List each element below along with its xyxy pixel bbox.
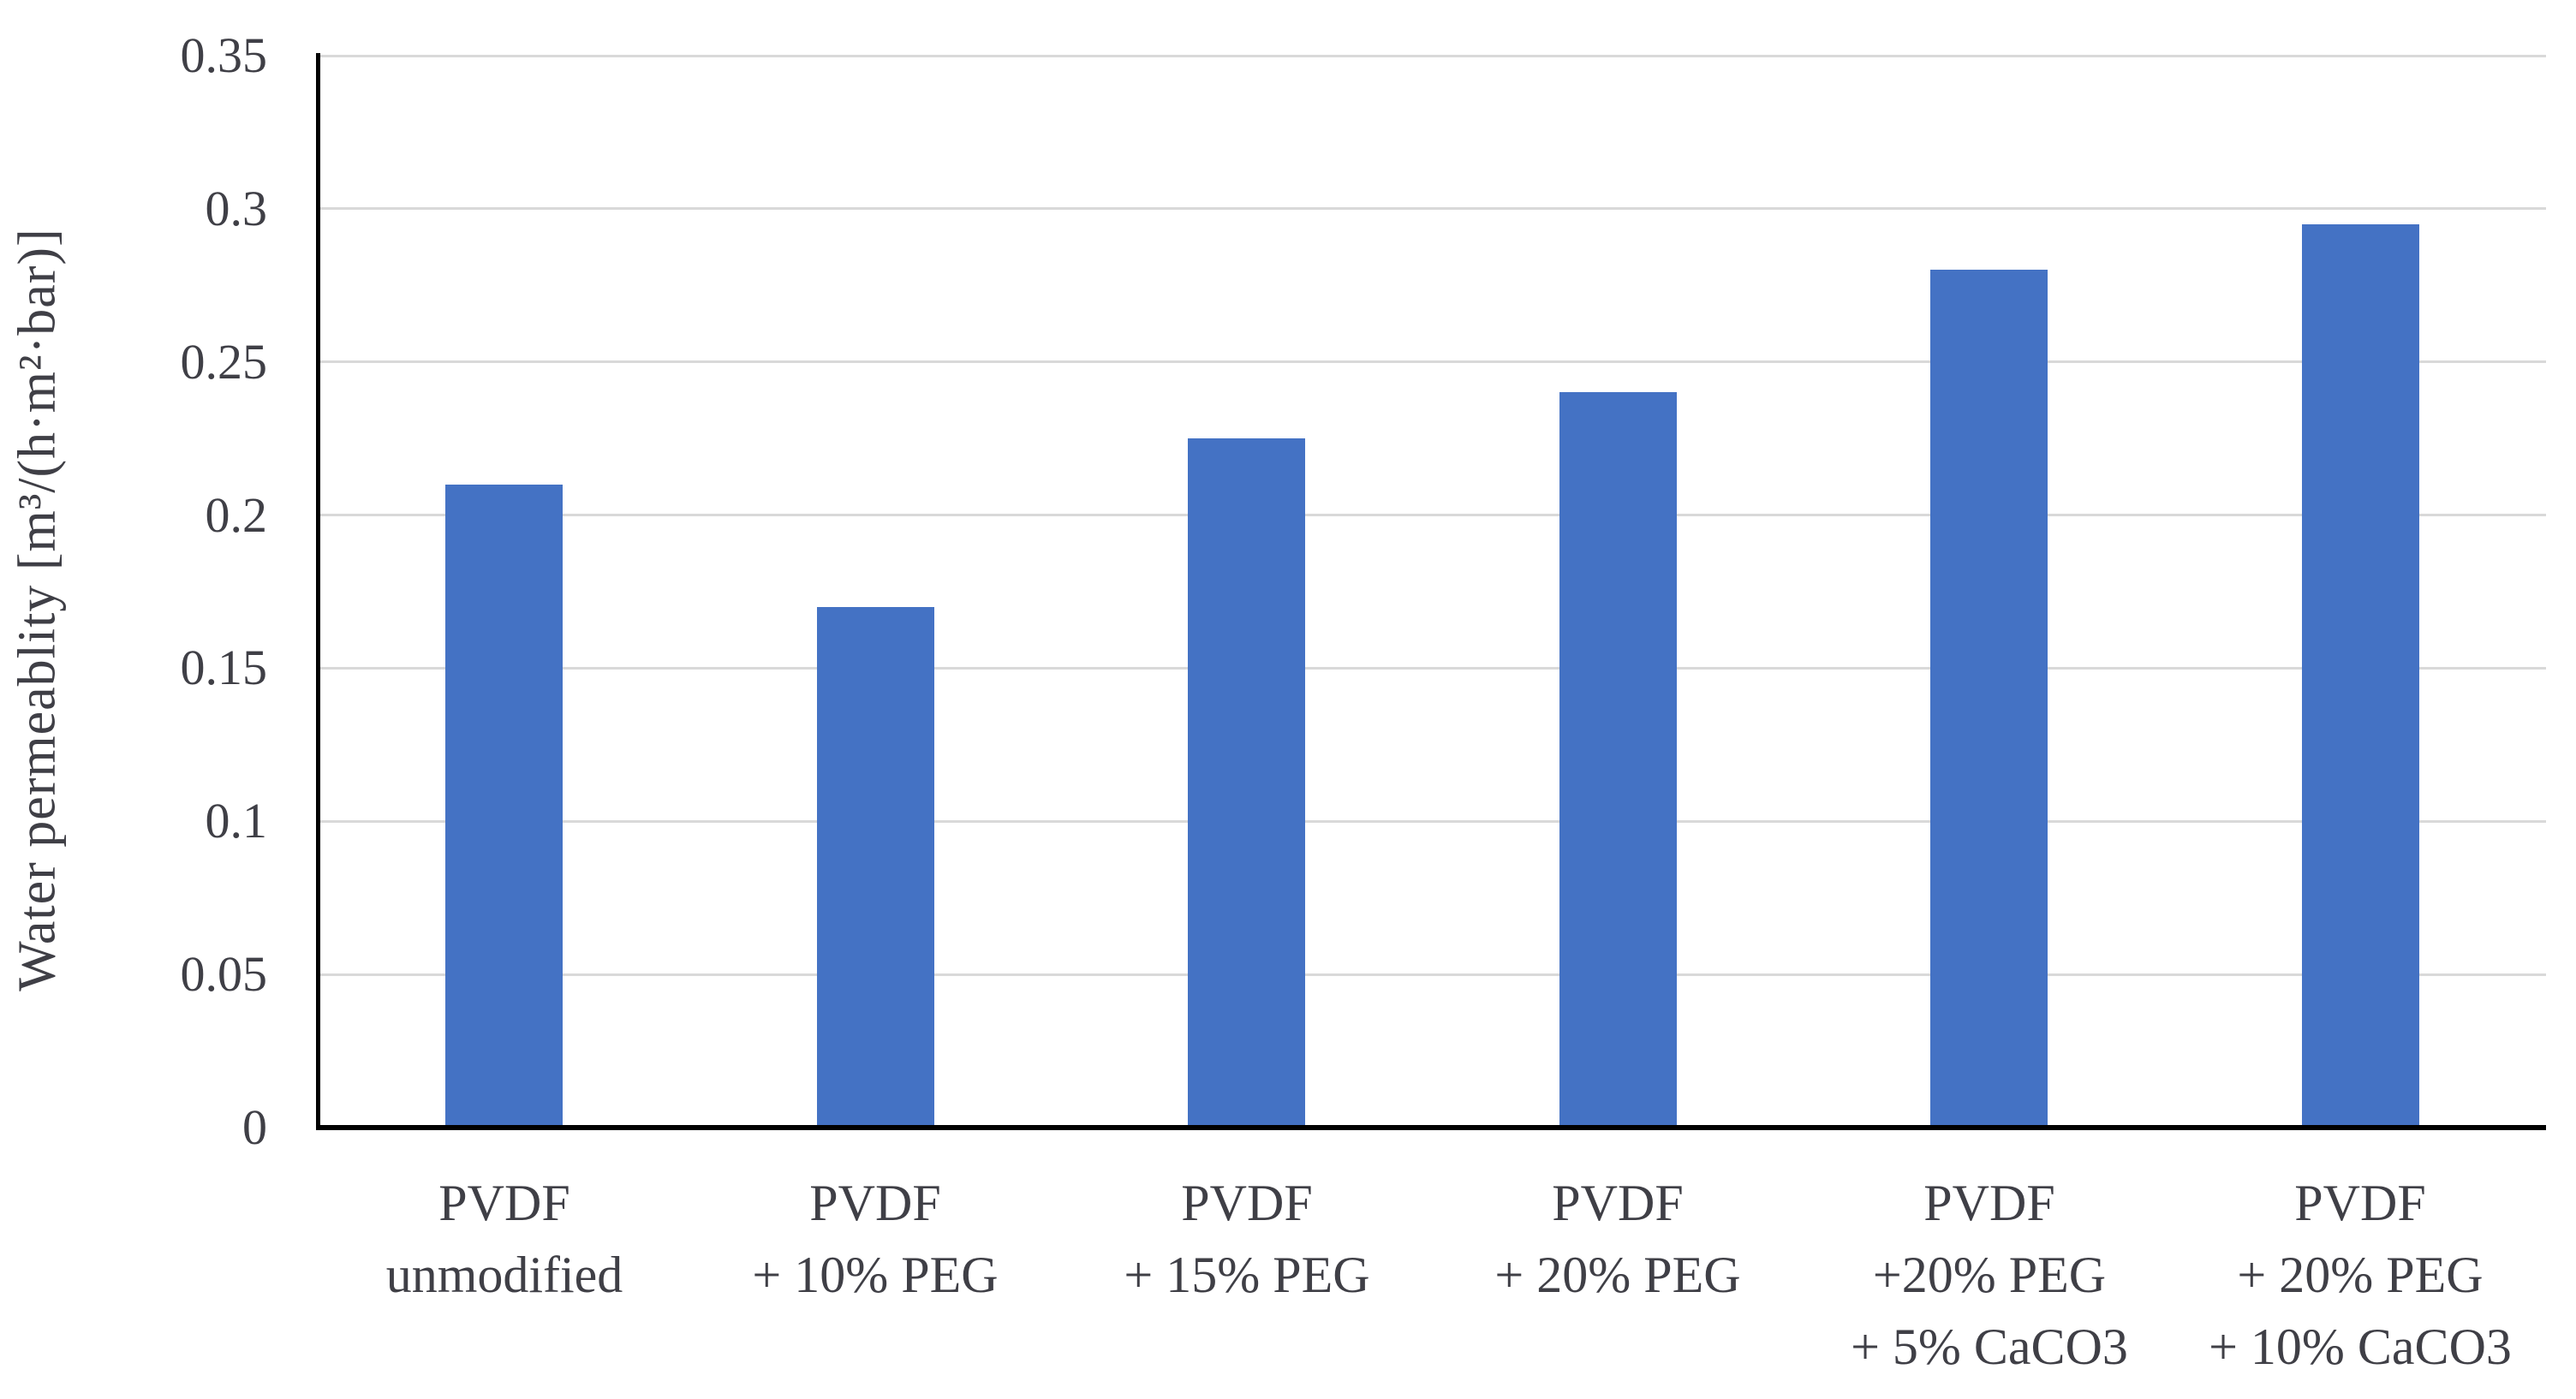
category-label: PVDF + 15% PEG xyxy=(1062,1167,1432,1311)
bar xyxy=(445,485,563,1128)
category-label-line: PVDF xyxy=(1552,1175,1684,1231)
x-axis-line xyxy=(316,1125,2546,1130)
y-tick-label: 0.25 xyxy=(180,333,268,390)
category-label: PVDF + 10% PEG xyxy=(690,1167,1060,1311)
category-label: PVDF unmodified xyxy=(319,1167,689,1311)
category-label-line: + 20% PEG xyxy=(2237,1247,2484,1303)
category-label: PVDF + 20% PEG xyxy=(1433,1167,1803,1311)
category-label-line: + 20% PEG xyxy=(1494,1247,1741,1303)
category-label-line: + 5% CaCO3 xyxy=(1851,1319,2128,1375)
category-label: PVDF +20% PEG + 5% CaCO3 xyxy=(1804,1167,2174,1383)
y-tick-label: 0 xyxy=(242,1099,267,1155)
category-label-line: + 10% CaCO3 xyxy=(2209,1319,2512,1375)
bar xyxy=(2302,224,2419,1128)
category-label-line: + 10% PEG xyxy=(752,1247,999,1303)
bar xyxy=(1930,270,2048,1128)
category-label-line: +20% PEG xyxy=(1872,1247,2107,1303)
y-tick-label: 0.05 xyxy=(180,946,268,1003)
y-tick-label: 0.2 xyxy=(205,486,268,543)
category-label-line: + 15% PEG xyxy=(1124,1247,1370,1303)
gridline xyxy=(319,819,2546,823)
bar xyxy=(1188,438,1305,1128)
category-label-line: PVDF xyxy=(2294,1175,2426,1231)
y-tick-label: 0.1 xyxy=(205,793,268,849)
bar xyxy=(817,607,934,1128)
gridline xyxy=(319,207,2546,211)
category-label: PVDF + 20% PEG + 10% CaCO3 xyxy=(2175,1167,2545,1383)
y-tick-label: 0.3 xyxy=(205,180,268,236)
gridline xyxy=(319,360,2546,364)
bar xyxy=(1559,392,1677,1128)
category-label-line: PVDF xyxy=(438,1175,570,1231)
y-tick-label: 0.15 xyxy=(180,640,268,696)
category-label-line: PVDF xyxy=(1181,1175,1313,1231)
gridline xyxy=(319,973,2546,976)
category-label-line: PVDF xyxy=(809,1175,941,1231)
gridline xyxy=(319,666,2546,670)
gridline xyxy=(319,54,2546,57)
y-tick-label: 0.35 xyxy=(180,27,268,83)
category-label-line: PVDF xyxy=(1923,1175,2055,1231)
category-label-line: unmodified xyxy=(385,1247,623,1303)
gridline xyxy=(319,514,2546,517)
y-axis-line xyxy=(316,53,320,1130)
